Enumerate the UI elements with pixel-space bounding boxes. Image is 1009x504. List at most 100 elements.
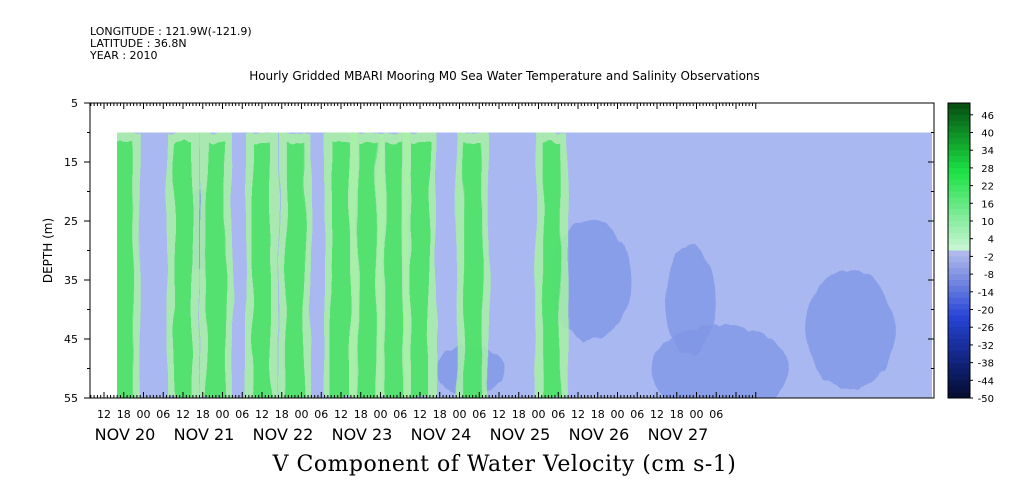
x-day-label-3: NOV 23 <box>332 425 393 444</box>
colorbar-swatch <box>948 179 970 186</box>
colorbar-frame <box>947 102 971 399</box>
latitude-label: LATITUDE : 36.8N <box>90 37 187 50</box>
colorbar-label-16: -50 <box>978 394 994 405</box>
band-core-2 <box>206 142 225 398</box>
colorbar-swatch <box>948 315 970 322</box>
x-tick-label-9: 18 <box>275 408 289 421</box>
colorbar-swatch <box>948 339 970 346</box>
chart-title: Hourly Gridded MBARI Mooring M0 Sea Wate… <box>249 69 760 83</box>
colorbar-swatch <box>948 244 970 251</box>
x-axis-title: V Component of Water Velocity (cm s-1) <box>272 452 737 477</box>
colorbar-swatch <box>948 374 970 381</box>
x-tick-label-1: 18 <box>117 408 131 421</box>
colorbar-swatch <box>948 173 970 180</box>
x-tick-label-16: 12 <box>413 408 427 421</box>
colorbar-swatch <box>948 132 970 139</box>
x-tick-label-3: 06 <box>156 408 170 421</box>
y-tick-label-4: 45 <box>64 333 78 346</box>
colorbar-swatch <box>948 344 970 352</box>
colorbar-swatch <box>948 380 970 387</box>
colorbar-swatch <box>948 162 970 169</box>
colorbar-swatch <box>948 386 970 393</box>
colorbar-label-9: -8 <box>984 270 994 281</box>
colorbar-swatch <box>948 120 970 127</box>
x-tick-label-13: 18 <box>354 408 368 421</box>
colorbar-swatch <box>948 250 970 257</box>
x-tick-label-12: 12 <box>334 408 348 421</box>
colorbar-label-4: 22 <box>981 182 994 193</box>
x-tick-label-19: 06 <box>472 408 486 421</box>
x-tick-label-8: 12 <box>255 408 269 421</box>
x-tick-label-10: 00 <box>295 408 309 421</box>
heatmap-field <box>117 132 932 398</box>
colorbar-label-13: -32 <box>978 341 994 352</box>
band-core-0 <box>117 142 133 398</box>
x-day-label-4: NOV 24 <box>411 425 472 444</box>
y-tick-label-0: 5 <box>71 97 78 110</box>
y-axis-title: DEPTH (m) <box>41 218 55 283</box>
y-tick-label-5: 55 <box>64 392 78 405</box>
negative-patch-0 <box>650 325 790 398</box>
x-day-label-2: NOV 22 <box>253 425 314 444</box>
colorbar-swatch <box>948 356 970 363</box>
colorbar-swatch <box>948 333 970 340</box>
negative-patch-2 <box>550 220 630 340</box>
colorbar-swatch <box>948 280 970 287</box>
x-tick-label-25: 18 <box>591 408 605 421</box>
colorbar-label-15: -44 <box>978 376 994 387</box>
colorbar-swatch <box>948 156 970 163</box>
colorbar-label-8: -2 <box>984 252 994 263</box>
colorbar-swatch <box>948 327 970 334</box>
x-day-label-6: NOV 26 <box>569 425 630 444</box>
colorbar-swatch <box>948 144 970 151</box>
colorbar-label-0: 46 <box>981 111 994 122</box>
band-core-7 <box>384 142 403 398</box>
colorbar-swatch <box>948 191 970 198</box>
colorbar-swatch <box>948 103 970 110</box>
colorbar-label-14: -38 <box>978 359 994 370</box>
x-tick-label-6: 00 <box>216 408 230 421</box>
colorbar-swatch <box>948 114 970 121</box>
band-core-3 <box>253 142 271 398</box>
colorbar-swatch <box>948 303 970 310</box>
heatmap-streaks <box>117 132 895 398</box>
colorbar-label-2: 34 <box>981 146 994 157</box>
colorbar-swatch <box>948 226 970 234</box>
colorbar-label-10: -14 <box>978 288 994 299</box>
band-core-4 <box>285 142 304 398</box>
x-tick-label-23: 06 <box>551 408 565 421</box>
x-tick-label-15: 06 <box>393 408 407 421</box>
negative-patch-1 <box>805 270 895 390</box>
negative-patch-5 <box>665 245 715 355</box>
colorbar-swatch <box>948 138 970 145</box>
colorbar-swatch <box>948 368 970 375</box>
colorbar-swatch <box>948 108 970 116</box>
colorbar-swatch <box>948 262 970 269</box>
colorbar-swatch <box>948 274 970 281</box>
longitude-label: LONGITUDE : 121.9W(-121.9) <box>90 25 252 38</box>
colorbar-label-3: 28 <box>981 164 994 175</box>
colorbar-swatch <box>948 297 970 304</box>
x-tick-label-18: 00 <box>453 408 467 421</box>
colorbar-swatch <box>948 126 970 133</box>
x-tick-label-27: 06 <box>630 408 644 421</box>
band-core-10 <box>542 142 561 398</box>
colorbar-swatch <box>948 209 970 216</box>
colorbar-swatch <box>948 203 970 210</box>
colorbar-label-7: 4 <box>988 235 994 246</box>
x-tick-label-29: 18 <box>670 408 684 421</box>
x-day-label-5: NOV 25 <box>490 425 551 444</box>
colorbar-swatch <box>948 197 970 204</box>
x-tick-label-14: 00 <box>374 408 388 421</box>
band-core-8 <box>411 142 429 398</box>
colorbar-label-12: -26 <box>978 323 994 334</box>
colorbar-label-11: -20 <box>978 306 994 317</box>
colorbar-swatch <box>948 350 970 357</box>
band-core-6 <box>358 142 377 398</box>
colorbar-swatch <box>948 221 970 228</box>
x-tick-label-24: 12 <box>571 408 585 421</box>
x-tick-label-31: 06 <box>709 408 723 421</box>
year-label: YEAR : 2010 <box>90 49 158 62</box>
heatmap-background <box>117 132 932 398</box>
